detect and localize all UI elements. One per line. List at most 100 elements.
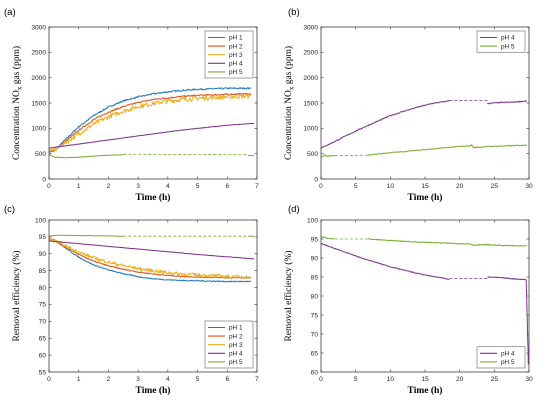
legend-box: [476, 346, 526, 369]
x-tick-label: 20: [456, 376, 464, 383]
series-ph-5: [367, 144, 472, 156]
y-tick-label: 100: [35, 217, 46, 224]
series-ph-3: [49, 93, 252, 153]
y-tick-label: 65: [311, 350, 319, 357]
series-ph-2: [49, 237, 252, 279]
series-ph-5: [368, 238, 528, 247]
y-tick-label: 1000: [31, 126, 46, 133]
legend-label: pH 4: [501, 35, 515, 42]
y-tick-label: 2000: [303, 75, 318, 82]
series-ph-3: [49, 237, 252, 279]
series-ph-4: [487, 100, 528, 105]
x-tick-label: 25: [491, 376, 499, 383]
y-tick-label: 500: [35, 151, 46, 158]
series-ph-4: [525, 279, 529, 365]
y-tick-label: 70: [311, 331, 319, 338]
x-axis-label: Time (h): [408, 192, 443, 203]
x-axis-label: Time (h): [136, 192, 171, 203]
y-tick-label: 3000: [31, 24, 46, 31]
x-tick-label: 3: [136, 183, 140, 190]
x-tick-label: 1: [77, 183, 81, 190]
x-tick-label: 7: [255, 376, 259, 383]
y-tick-label: 100: [307, 217, 318, 224]
axes-frame: [320, 219, 530, 373]
y-axis-label: Concentration NOx gas (ppm): [283, 46, 296, 160]
y-tick-label: 2500: [303, 50, 318, 57]
legend-label: pH 5: [229, 69, 243, 76]
legend-label: pH 5: [501, 359, 515, 366]
y-tick-label: 90: [311, 255, 319, 262]
y-tick-label: 95: [311, 236, 319, 243]
legend-label: pH 5: [229, 359, 243, 366]
x-tick-label: 2: [107, 376, 111, 383]
y-tick-label: 75: [311, 312, 319, 319]
series-ph-4: [49, 122, 255, 149]
legend-label: pH 2: [229, 43, 243, 50]
y-tick-label: 65: [39, 336, 47, 343]
x-axis-label: Time (h): [408, 385, 443, 396]
y-tick-label: 70: [39, 319, 47, 326]
x-tick-label: 25: [491, 183, 499, 190]
x-tick-label: 2: [107, 183, 111, 190]
y-tick-label: 2500: [31, 50, 46, 57]
y-tick-label: 2000: [31, 75, 46, 82]
y-tick-label: 85: [311, 274, 319, 281]
legend: pH 4pH 5: [476, 30, 526, 53]
x-tick-label: 1: [77, 376, 81, 383]
y-axis-label: Removal efficiency (%): [283, 250, 294, 341]
y-tick-label: 0: [314, 176, 318, 183]
x-axis-label: Time (h): [136, 385, 171, 396]
y-tick-label: 0: [42, 176, 46, 183]
y-tick-label: 60: [39, 352, 47, 359]
series-ph-5: [321, 154, 336, 158]
legend: pH 1pH 2 pH 3 pH 4pH 5: [204, 320, 254, 369]
x-tick-label: 6: [225, 183, 229, 190]
panel-d: (d) 0 5 10 15 20 25 30 60 65 70 75 80 85 90 95 100 Time (…: [283, 204, 533, 396]
x-tick-label: 30: [525, 183, 533, 190]
legend-box: [476, 30, 526, 53]
series-ph-4: [321, 243, 450, 280]
y-tick-label: 3000: [303, 24, 318, 31]
series-ph-5: [471, 144, 528, 149]
x-tick-label: 6: [225, 376, 229, 383]
legend: pH 1pH 2 pH 3 pH 4pH 5: [204, 30, 254, 79]
x-tick-label: 0: [47, 183, 51, 190]
legend: pH 4pH 5: [476, 346, 526, 369]
y-tick-label: 90: [39, 251, 47, 258]
legend-label: pH 4: [229, 351, 243, 358]
panel-c: (c) 0 1 2 3 4 5 6 7 55 60 65 70 75 80 85 90 95 100 Time (h)…: [4, 204, 259, 396]
series-ph-4: [49, 240, 254, 260]
y-tick-label: 80: [39, 285, 47, 292]
legend-label: pH 1: [229, 325, 243, 332]
panel-label: (a): [4, 7, 16, 18]
series-ph-5-gap: [334, 154, 369, 157]
y-tick-label: 95: [39, 234, 47, 241]
y-tick-label: 60: [311, 369, 319, 376]
panel-label: (c): [4, 204, 15, 215]
series-ph-4: [321, 100, 450, 149]
axes-frame: [48, 219, 258, 373]
panel-a: (a) 0 1 2 3 4 5 6 7 0 500 1000 1500 2000 2500 3000 Time …: [4, 7, 259, 203]
x-tick-label: 10: [387, 183, 395, 190]
series-ph-4: [487, 276, 527, 281]
y-tick-label: 1500: [31, 100, 46, 107]
y-tick-label: 1000: [303, 126, 318, 133]
plot-area: [49, 234, 255, 283]
y-tick-label: 1500: [303, 100, 318, 107]
panel-b: (b) 0 5 10 15 20 25 30 0 500 1000 1500 2000 2500 3000 T…: [283, 7, 533, 203]
x-tick-label: 0: [47, 376, 51, 383]
legend-label: pH 4: [229, 61, 243, 68]
x-tick-label: 15: [421, 376, 429, 383]
series-ph-1: [49, 87, 252, 153]
legend-label: pH 5: [501, 43, 515, 50]
y-axis-label: Concentration NOx gas (ppm): [11, 46, 24, 160]
x-tick-label: 20: [456, 183, 464, 190]
y-tick-label: 55: [39, 369, 47, 376]
series-ph-5: [49, 234, 124, 237]
y-tick-label: 75: [39, 302, 47, 309]
legend-label: pH 3: [229, 342, 243, 349]
x-tick-label: 5: [196, 376, 200, 383]
x-tick-label: 5: [354, 376, 358, 383]
x-tick-label: 10: [387, 376, 395, 383]
series-ph-2: [49, 92, 252, 153]
